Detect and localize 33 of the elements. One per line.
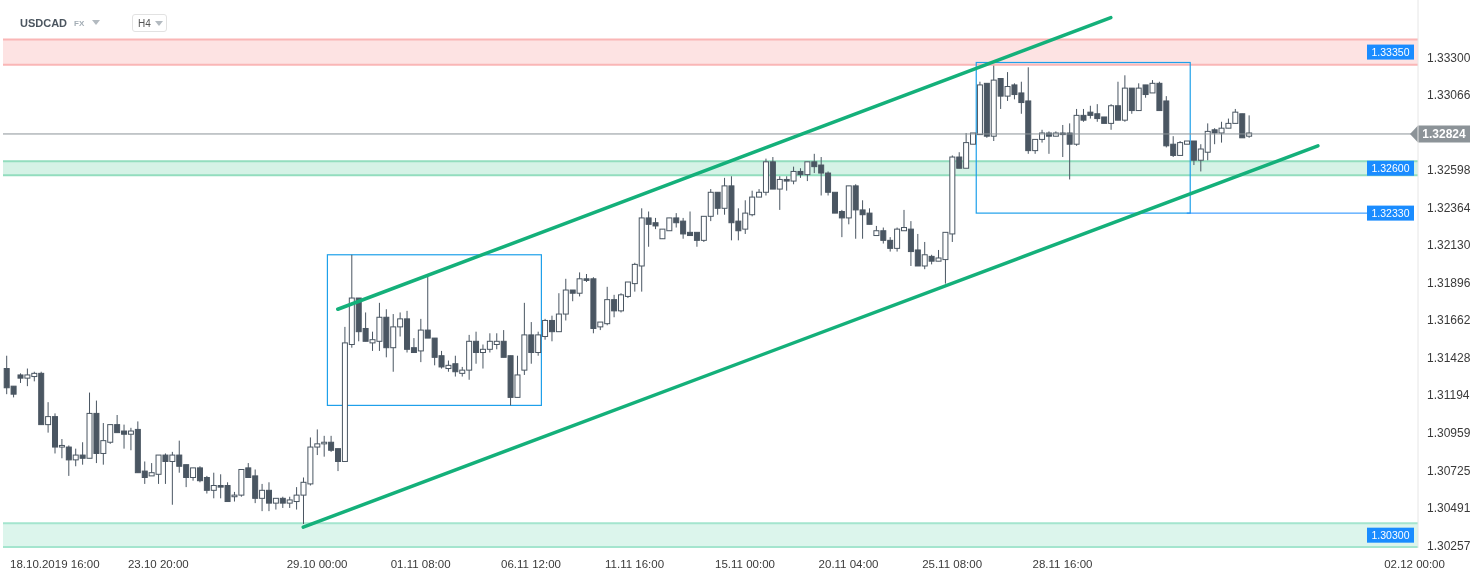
x-tick-label: 29.10 00:00	[286, 558, 348, 570]
y-tick-label: 1.30491	[1427, 501, 1471, 516]
y-tick-label: 1.31428	[1427, 350, 1471, 365]
y-tick-label: 1.30725	[1427, 463, 1471, 478]
y-tick-label: 1.31896	[1427, 275, 1471, 290]
x-tick-label: 18.10.2019 16:00	[10, 558, 100, 570]
annotation: H4	[138, 18, 151, 29]
y-tick-label: 1.32130	[1427, 238, 1471, 253]
x-tick-label: 23.10 20:00	[127, 558, 189, 570]
y-tick-label: 1.30959	[1427, 426, 1471, 441]
x-tick-label: 20.11 04:00	[818, 558, 879, 570]
dropdown-field: H4	[132, 14, 167, 32]
y-tick-label: 1.32598	[1427, 163, 1471, 178]
x-tick-label: 28.11 16:00	[1032, 558, 1093, 570]
y-tick-label: 1.33300	[1427, 50, 1471, 65]
ref-line-label: 1.32330	[1371, 206, 1410, 219]
x-tick-label: 15.11 00:00	[715, 558, 775, 570]
y-tick-label: 1.31194	[1427, 388, 1470, 403]
y-tick-label: 1.33066	[1427, 88, 1471, 103]
x-tick-label: 25.11 08:00	[922, 558, 983, 570]
y-tick-label: 1.31662	[1427, 313, 1471, 328]
x-tick-label: 06.11 12:00	[501, 558, 561, 570]
ref-line-label: 1.32824	[1422, 127, 1467, 142]
x-tick-label: 02.12 00:00	[1384, 558, 1445, 570]
band-label: 1.30300	[1371, 528, 1410, 541]
x-tick-label: 11.11 16:00	[605, 558, 665, 570]
text: USDCAD	[20, 17, 68, 29]
text: FX	[74, 19, 85, 28]
y-tick-label: 1.32364	[1427, 200, 1471, 215]
band-label: 1.32600	[1371, 162, 1410, 175]
band-label: 1.33350	[1371, 45, 1410, 58]
y-tick-label: 1.30257	[1427, 538, 1471, 553]
x-tick-label: 01.11 08:00	[390, 558, 451, 570]
